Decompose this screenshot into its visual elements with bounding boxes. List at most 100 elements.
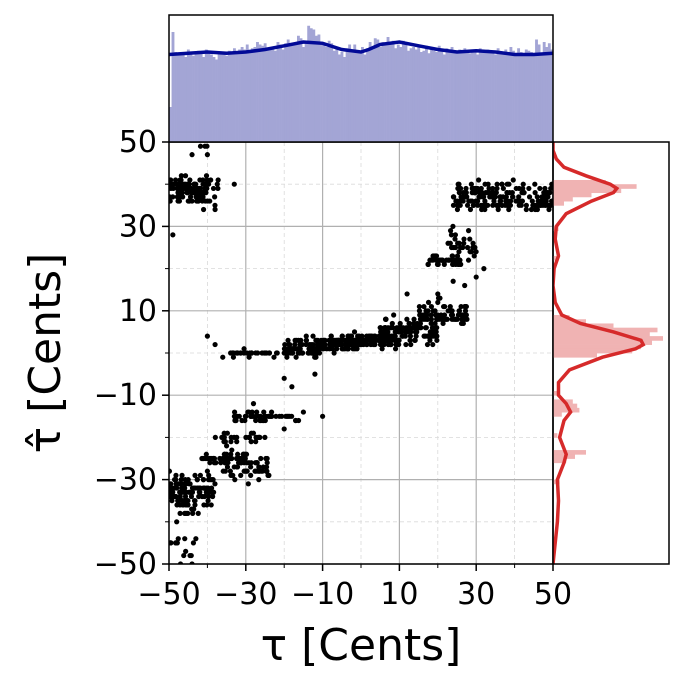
scatter-point bbox=[532, 190, 538, 196]
scatter-point bbox=[258, 455, 264, 462]
scatter-point bbox=[383, 316, 389, 322]
scatter-point bbox=[287, 341, 293, 348]
scatter-point bbox=[539, 194, 545, 200]
top-histogram-bar bbox=[225, 55, 229, 142]
scatter-point bbox=[268, 409, 275, 415]
top-histogram-bar bbox=[171, 32, 175, 142]
scatter-point bbox=[204, 152, 210, 158]
scatter-point bbox=[510, 194, 516, 200]
scatter-point bbox=[203, 190, 209, 196]
scatter-point bbox=[279, 413, 285, 419]
scatter-point bbox=[303, 333, 309, 339]
scatter-point bbox=[411, 320, 417, 327]
scatter-point bbox=[396, 341, 402, 348]
scatter-point bbox=[542, 185, 548, 192]
top-histogram-bar bbox=[465, 50, 469, 142]
scatter-point bbox=[253, 439, 259, 445]
right-histogram-bar bbox=[553, 201, 564, 206]
right-histogram-bar bbox=[553, 340, 652, 345]
scatter-point bbox=[264, 460, 270, 466]
right-marginal-panel bbox=[552, 141, 670, 565]
scatter-point bbox=[179, 498, 186, 504]
scatter-point bbox=[169, 540, 174, 546]
scatter-point bbox=[238, 472, 244, 478]
scatter-point bbox=[463, 316, 469, 322]
top-histogram-bar bbox=[294, 42, 298, 142]
top-histogram-bar bbox=[314, 35, 318, 142]
scatter-point bbox=[470, 240, 476, 246]
scatter-point bbox=[231, 181, 237, 187]
scatter-point bbox=[206, 455, 213, 462]
scatter-point bbox=[398, 329, 405, 335]
top-histogram-bar bbox=[220, 52, 224, 142]
scatter-point bbox=[500, 185, 506, 192]
right-histogram-bar bbox=[553, 353, 597, 358]
top-histogram-bar bbox=[366, 48, 369, 142]
scatter-point bbox=[175, 536, 181, 542]
top-histogram-bar bbox=[286, 39, 290, 142]
scatter-point bbox=[416, 308, 423, 314]
scatter-point bbox=[199, 198, 205, 204]
scatter-point bbox=[427, 337, 433, 343]
scatter-point bbox=[182, 173, 189, 179]
scatter-point bbox=[404, 291, 410, 297]
top-histogram-bar bbox=[483, 52, 487, 142]
scatter-point bbox=[462, 308, 469, 314]
x-tick-label: 10 bbox=[380, 577, 418, 612]
top-marginal-frame bbox=[168, 14, 554, 143]
scatter-point bbox=[490, 202, 496, 208]
top-histogram-bar bbox=[535, 39, 538, 142]
scatter-point bbox=[218, 460, 224, 466]
scatter-point bbox=[239, 417, 245, 424]
scatter-point bbox=[435, 312, 441, 318]
right-histogram-bar bbox=[553, 188, 622, 194]
top-histogram-bar bbox=[273, 50, 277, 142]
scatter-point bbox=[187, 185, 193, 192]
top-histogram-bar bbox=[489, 52, 492, 142]
top-histogram-bar bbox=[186, 49, 190, 142]
scatter-point bbox=[450, 223, 456, 229]
scatter-point bbox=[539, 198, 545, 204]
scatter-point bbox=[187, 481, 193, 487]
scatter-point bbox=[526, 194, 533, 200]
scatter-point bbox=[454, 198, 461, 204]
scatter-point bbox=[274, 350, 280, 356]
top-histogram-bar bbox=[238, 49, 241, 142]
scatter-point bbox=[483, 190, 489, 196]
scatter-point bbox=[545, 194, 551, 200]
scatter-point bbox=[289, 413, 295, 419]
scatter-point bbox=[423, 308, 429, 314]
scatter-point bbox=[397, 320, 403, 327]
x-tick-label: 50 bbox=[534, 577, 572, 612]
scatter-point bbox=[253, 350, 259, 356]
scatter-point bbox=[335, 337, 341, 343]
scatter-point bbox=[389, 320, 395, 327]
scatter-point bbox=[210, 489, 217, 495]
top-histogram-bar bbox=[512, 50, 515, 142]
scatter-point bbox=[428, 320, 434, 327]
top-histogram-bar bbox=[527, 50, 531, 142]
scatter-point bbox=[345, 337, 351, 343]
scatter-point bbox=[185, 510, 191, 516]
scatter-point bbox=[460, 320, 466, 327]
scatter-point bbox=[461, 240, 467, 246]
scatter-point bbox=[424, 316, 430, 322]
scatter-point bbox=[228, 451, 234, 457]
scatter-point bbox=[185, 498, 191, 504]
top-histogram-bar bbox=[491, 50, 495, 142]
top-histogram-bar bbox=[540, 53, 544, 142]
scatter-point bbox=[393, 329, 399, 335]
scatter-point bbox=[234, 350, 240, 356]
scatter-point bbox=[314, 350, 320, 356]
scatter-point bbox=[348, 333, 354, 339]
y-tick-label: 30 bbox=[119, 209, 157, 244]
scatter-point bbox=[320, 337, 327, 343]
top-histogram-bar bbox=[368, 42, 372, 142]
scatter-point bbox=[537, 185, 543, 192]
top-histogram-bar bbox=[473, 52, 477, 142]
scatter-point bbox=[350, 341, 356, 348]
top-histogram-bar bbox=[435, 52, 439, 142]
x-tick-label: 30 bbox=[457, 577, 495, 612]
scatter-point bbox=[442, 303, 448, 310]
top-histogram-bar bbox=[358, 50, 362, 142]
